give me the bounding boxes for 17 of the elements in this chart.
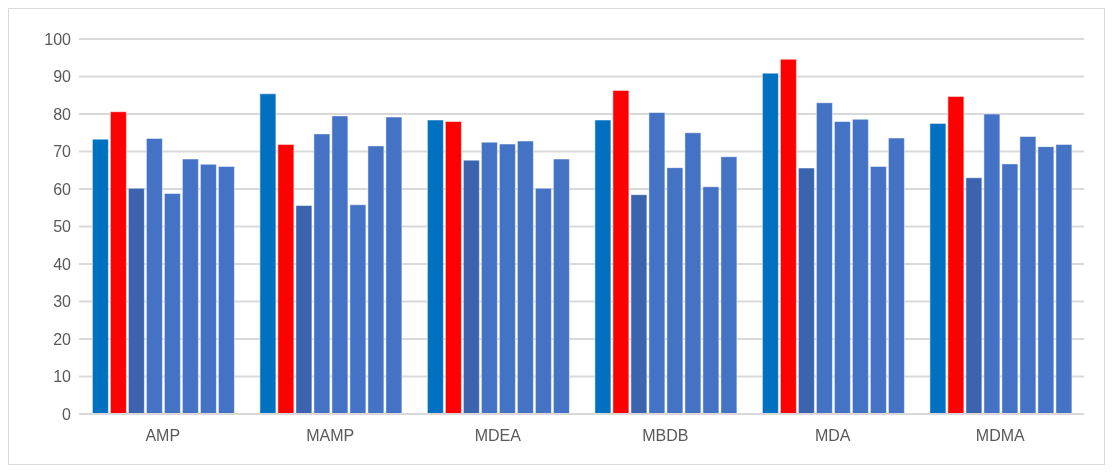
y-tick-label: 10 bbox=[53, 368, 72, 386]
y-tick-label: 0 bbox=[62, 405, 72, 423]
y-tick-label: 40 bbox=[53, 255, 72, 273]
x-tick-label: MDMA bbox=[975, 427, 1026, 445]
y-tick-label: 20 bbox=[53, 330, 72, 348]
x-tick-label: MBDB bbox=[642, 427, 689, 445]
y-tick-label: 60 bbox=[53, 180, 72, 198]
y-tick-label: 90 bbox=[53, 68, 72, 86]
y-tick-label: 100 bbox=[44, 30, 72, 48]
x-tick-label: MAMP bbox=[306, 427, 355, 445]
y-tick-label: 50 bbox=[53, 218, 72, 236]
y-tick-label: 80 bbox=[53, 105, 72, 123]
x-tick-label: MDA bbox=[814, 427, 851, 445]
x-tick-label: AMP bbox=[145, 427, 181, 445]
x-tick-label: MDEA bbox=[474, 427, 522, 445]
y-tick-label: 30 bbox=[53, 293, 72, 311]
y-tick-label: 70 bbox=[53, 143, 72, 161]
